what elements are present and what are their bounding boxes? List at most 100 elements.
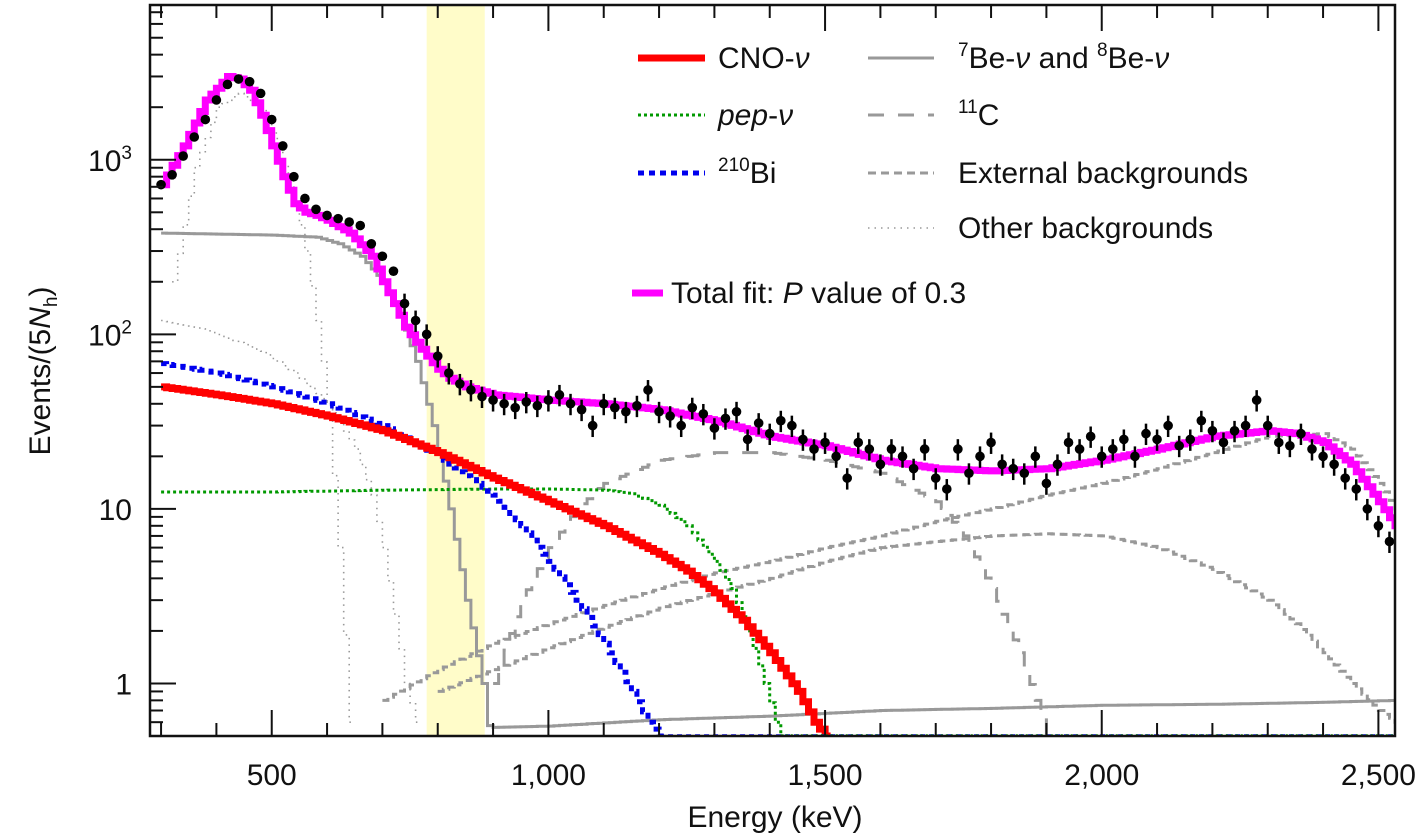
series-c11	[493, 451, 1052, 736]
data-marker	[554, 390, 565, 400]
data-marker	[444, 368, 454, 378]
legend: CNO-ν pep-ν 210Bi 7Be-ν and 8Be-ν 11C Externa…	[632, 40, 1248, 310]
data-marker	[1019, 468, 1030, 479]
data-point	[654, 401, 664, 424]
data-point	[1008, 458, 1018, 481]
data-marker	[709, 423, 720, 433]
data-point	[444, 363, 454, 385]
series-bi210	[161, 361, 665, 736]
data-marker	[466, 385, 476, 395]
series-pep	[161, 487, 787, 736]
data-marker	[410, 315, 421, 326]
data-marker	[289, 171, 299, 182]
data-point	[886, 439, 897, 461]
data-point	[211, 95, 222, 105]
data-marker	[897, 451, 908, 462]
data-point	[300, 193, 310, 204]
data-point	[532, 395, 543, 418]
legend-label-cno: CNO-ν	[718, 42, 810, 75]
data-point	[610, 397, 620, 420]
data-marker	[1351, 484, 1362, 494]
data-marker	[753, 418, 764, 428]
data-marker	[953, 444, 963, 454]
data-marker	[632, 400, 642, 411]
data-marker	[665, 411, 675, 421]
data-marker	[189, 132, 200, 142]
data-marker	[211, 95, 222, 105]
data-marker	[432, 351, 443, 361]
data-point	[1262, 415, 1273, 438]
data-point	[665, 406, 675, 428]
data-marker	[266, 114, 277, 125]
legend-label-other: Other backgrounds	[958, 212, 1213, 245]
data-point	[1196, 410, 1207, 433]
data-point	[676, 415, 686, 438]
data-point	[1240, 415, 1251, 438]
series-ext2	[437, 532, 1395, 724]
data-marker	[919, 444, 930, 454]
y-tick-label: 103	[88, 143, 132, 178]
data-point	[565, 393, 576, 416]
data-point	[1362, 498, 1373, 521]
data-point	[964, 463, 974, 485]
x-tick-label: 2,500	[1341, 759, 1415, 792]
data-marker	[156, 179, 166, 190]
data-marker	[222, 79, 233, 90]
data-marker	[1329, 459, 1339, 470]
data-point	[178, 151, 188, 161]
data-point	[787, 415, 797, 438]
data-marker	[587, 420, 598, 431]
x-tick-label: 2,000	[1064, 759, 1139, 792]
data-point	[488, 390, 498, 412]
data-point	[466, 380, 476, 402]
data-point	[455, 373, 465, 396]
data-point	[366, 239, 377, 249]
data-marker	[233, 74, 244, 84]
data-points-layer	[156, 74, 1395, 553]
data-point	[322, 210, 332, 221]
data-point	[764, 423, 775, 446]
data-point	[311, 204, 321, 215]
data-point	[1174, 435, 1184, 458]
data-point	[1218, 432, 1229, 454]
data-marker	[1251, 395, 1262, 405]
data-marker	[764, 428, 775, 439]
data-point	[953, 439, 963, 461]
data-marker	[1152, 434, 1162, 445]
data-point	[776, 410, 786, 433]
data-point	[289, 171, 299, 182]
data-point	[864, 439, 875, 461]
data-point	[853, 432, 864, 454]
data-point	[820, 432, 830, 454]
data-point	[1041, 473, 1052, 495]
data-marker	[676, 420, 686, 431]
data-marker	[1074, 444, 1085, 454]
data-point	[1207, 420, 1218, 443]
data-point	[842, 468, 852, 490]
data-point	[1185, 429, 1196, 451]
data-marker	[510, 402, 520, 413]
data-marker	[1207, 426, 1218, 436]
data-point	[421, 324, 432, 346]
data-point	[244, 76, 255, 87]
legend-item-cno: CNO-ν	[638, 42, 810, 75]
data-marker	[610, 402, 620, 413]
data-marker	[333, 213, 343, 224]
data-point	[344, 217, 355, 227]
data-marker	[1174, 440, 1184, 451]
data-marker	[344, 217, 355, 227]
data-marker	[842, 473, 852, 483]
data-marker	[1130, 451, 1140, 462]
data-marker	[311, 204, 321, 215]
x-tick-label: 1,000	[511, 759, 586, 792]
data-marker	[831, 451, 841, 462]
data-point	[1329, 454, 1339, 476]
data-marker	[1218, 437, 1229, 448]
axes-frame	[148, 3, 1397, 738]
data-marker	[820, 437, 830, 448]
data-marker	[654, 406, 664, 417]
data-point	[167, 169, 177, 180]
data-marker	[930, 473, 941, 483]
data-point	[709, 418, 720, 440]
legend-item-total: Total fit: P value of 0.3	[632, 277, 966, 310]
